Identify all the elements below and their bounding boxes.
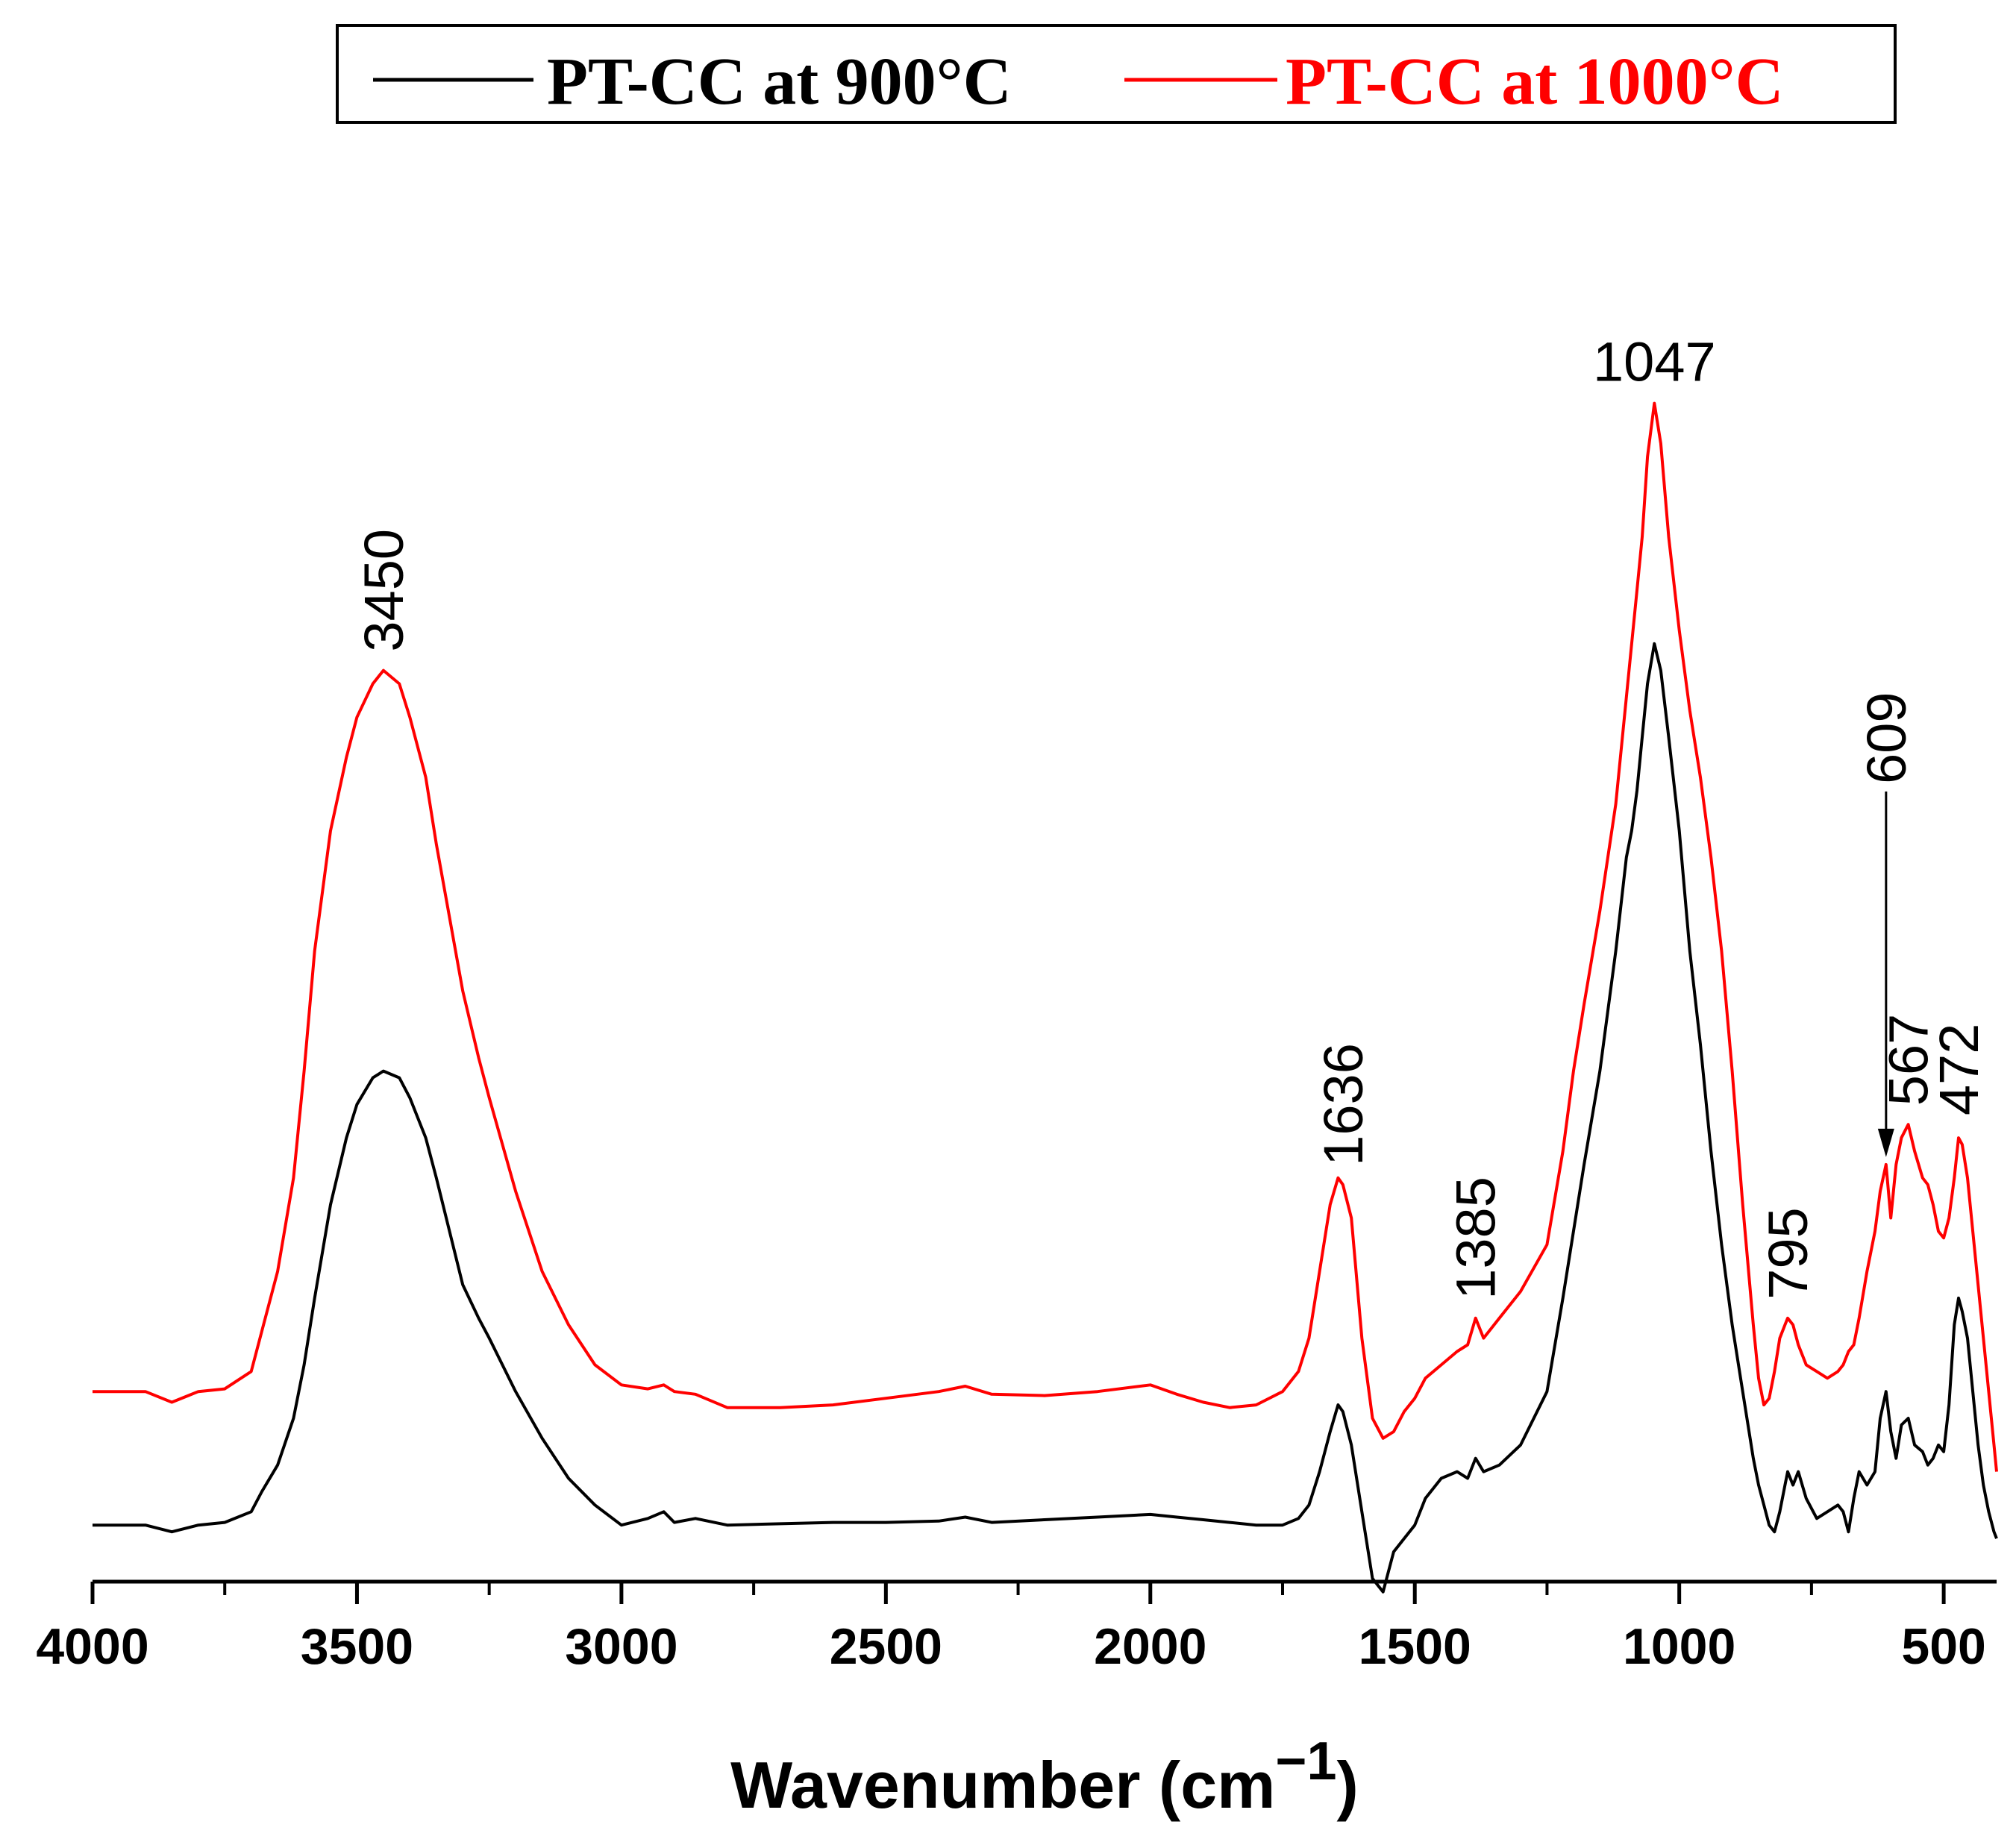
- x-axis-title: Wavenumber (cm−1): [730, 1732, 1359, 1822]
- peak-label-472: 472: [1928, 1024, 1990, 1115]
- legend-label-900: PT-CC at 900°C: [547, 45, 1012, 119]
- x-tick-label: 2000: [1094, 1618, 1206, 1675]
- legend-label-1000: PT-CC at 1000°C: [1286, 45, 1784, 119]
- x-tick-label: 2500: [830, 1618, 942, 1675]
- peak-label-1047: 1047: [1593, 331, 1716, 393]
- x-tick-label: 3000: [565, 1618, 677, 1675]
- series-line-1000: [93, 401, 1998, 1472]
- x-axis-title-suffix: ): [1337, 1748, 1359, 1822]
- peak-label-1636: 1636: [1312, 1043, 1374, 1166]
- legend: PT-CC at 900°C PT-CC at 1000°C: [336, 24, 1897, 124]
- x-tick-layer: 4000 3500 3000 2500 2000 1500 1000 500: [36, 1582, 1986, 1675]
- series-line-900: [93, 642, 1998, 1594]
- x-tick-label: 500: [1901, 1618, 1985, 1675]
- legend-box: [336, 24, 1897, 124]
- peak-label-567: 567: [1878, 1014, 1940, 1106]
- x-axis: 4000 3500 3000 2500 2000 1500 1000 500: [36, 1579, 1997, 1675]
- peak-label-795: 795: [1757, 1207, 1819, 1299]
- x-tick-label: 3500: [301, 1618, 413, 1675]
- peak-label-609: 609: [1856, 692, 1918, 783]
- x-tick-label: 1000: [1623, 1618, 1735, 1675]
- peak-label-1385: 1385: [1445, 1177, 1507, 1300]
- x-tick-label: 1500: [1359, 1618, 1471, 1675]
- x-axis-title-main: Wavenumber (cm: [730, 1748, 1275, 1822]
- x-tick-label: 4000: [36, 1618, 148, 1675]
- series-layer: [93, 401, 1998, 1594]
- x-axis-title-superscript: −1: [1275, 1732, 1336, 1791]
- peak-arrow-head: [1877, 1128, 1894, 1157]
- peak-label-3450: 3450: [353, 529, 415, 652]
